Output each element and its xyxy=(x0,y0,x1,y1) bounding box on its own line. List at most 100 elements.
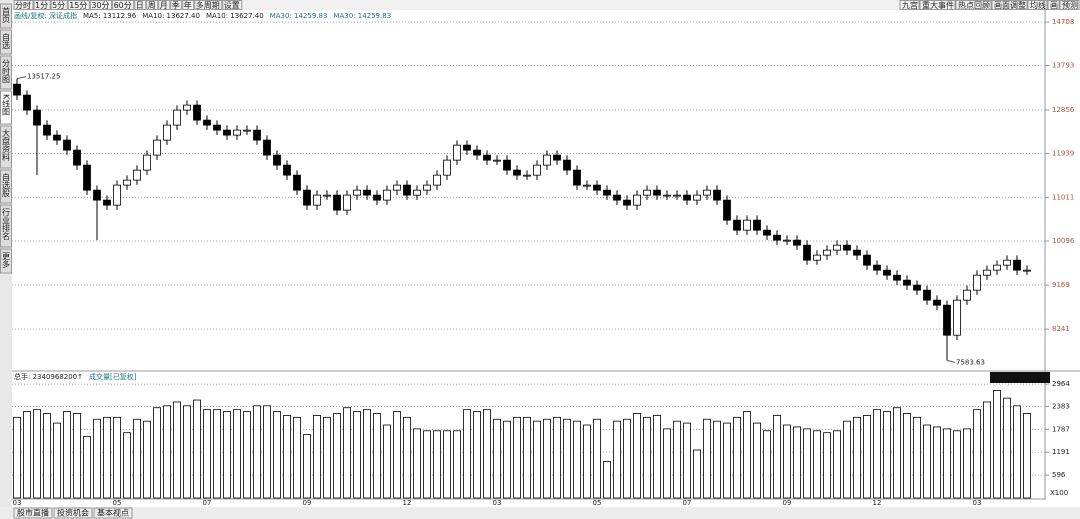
toolbar-button[interactable]: 画面调整 xyxy=(994,0,1026,10)
toolbar-button[interactable]: 分时 xyxy=(15,0,31,10)
volume-bar xyxy=(1013,405,1021,499)
toolbar-button[interactable]: 日 xyxy=(136,1,144,10)
toolbar-button[interactable]: 多周期 xyxy=(196,0,220,10)
toolbar-button-frame xyxy=(112,0,135,10)
toolbar-button[interactable]: 1分 xyxy=(35,1,48,10)
toolbar-button[interactable]: 热点回顾 xyxy=(958,0,990,10)
sidebar-tab xyxy=(0,248,12,274)
sidebar-tab-label[interactable]: 大盘资料 xyxy=(2,128,11,162)
toolbar-button[interactable]: 年 xyxy=(184,0,192,10)
x-tick-label: 03 xyxy=(493,499,502,507)
toolbar-button[interactable]: 60分 xyxy=(114,1,132,10)
volume-bar xyxy=(973,409,981,499)
volume-bar xyxy=(733,416,741,499)
volume-bar xyxy=(173,401,181,499)
toolbar-button[interactable]: 预测 xyxy=(1062,0,1078,10)
volume-selector[interactable] xyxy=(990,372,1050,383)
volume-bar xyxy=(963,428,971,499)
volume-bar xyxy=(593,418,601,499)
toolbar-button[interactable]: 画 xyxy=(1050,1,1058,10)
toolbar-button-frame xyxy=(67,0,90,10)
toolbar-button[interactable]: 均线 xyxy=(1030,0,1046,10)
toolbar-button-frame xyxy=(170,0,183,10)
volume-bar xyxy=(873,409,881,499)
candle-body xyxy=(623,199,631,206)
candle-body xyxy=(443,159,451,176)
volume-bar xyxy=(443,430,451,499)
candle-body xyxy=(53,134,61,141)
volume-bar xyxy=(893,407,901,499)
candle-body xyxy=(403,184,411,196)
sidebar-tab-label[interactable]: 更多 xyxy=(2,252,11,269)
candle-body xyxy=(93,189,101,201)
volume-bar xyxy=(333,413,341,499)
sidebar-tab-label[interactable]: 自选股 xyxy=(2,172,11,198)
candle-body xyxy=(993,264,1001,271)
sidebar-tab-label[interactable]: K线图 xyxy=(2,94,11,116)
sidebar-tab-label[interactable]: 分时图 xyxy=(2,59,11,84)
sidebar-tab-label[interactable]: 首页 xyxy=(2,6,11,24)
toolbar-button[interactable]: 季 xyxy=(172,0,180,10)
x-tick-label: 12 xyxy=(873,499,882,507)
bottom-tab[interactable]: 股市直播 xyxy=(17,508,49,518)
toolbar-button-frame xyxy=(134,0,147,10)
volume-bar xyxy=(103,416,111,499)
volume-bar xyxy=(213,409,221,499)
y-tick-label: 9169 xyxy=(1052,281,1070,289)
candle-body xyxy=(23,94,31,111)
toolbar-button[interactable]: 15分 xyxy=(69,1,87,10)
x-tick-label: 09 xyxy=(303,499,312,507)
volume-bar xyxy=(503,420,511,499)
volume-bar xyxy=(473,411,481,499)
candle-body xyxy=(83,164,91,191)
bottom-tab[interactable]: 投资机会 xyxy=(57,508,89,518)
candle-body xyxy=(873,264,881,271)
volume-bar xyxy=(123,432,131,499)
candle-body xyxy=(883,269,891,276)
toolbar-button[interactable]: 九宫 xyxy=(902,0,918,10)
y-tick-label: 13793 xyxy=(1052,62,1074,70)
toolbar-button-frame xyxy=(146,0,159,10)
toolbar-button[interactable]: 5分 xyxy=(52,1,65,10)
y-tick-label: 10096 xyxy=(1052,237,1075,245)
volume-bar xyxy=(783,424,791,499)
volume-bar xyxy=(43,413,51,499)
sidebar-tab xyxy=(0,3,12,29)
ma-legend: MA10: 13627.40 xyxy=(206,12,264,20)
candle-body xyxy=(393,184,401,191)
volume-bar xyxy=(853,416,861,499)
volume-bar xyxy=(523,416,531,499)
candle-body xyxy=(293,174,301,191)
toolbar-button[interactable]: 周 xyxy=(148,1,156,10)
candle-body xyxy=(753,219,761,231)
volume-bar xyxy=(703,418,711,499)
candle-body xyxy=(763,229,771,236)
toolbar-button[interactable]: 设置 xyxy=(224,0,240,10)
candle-body xyxy=(183,104,191,111)
y-tick-label: 596 xyxy=(1052,471,1066,479)
y-tick-label: 11011 xyxy=(1052,194,1074,202)
volume-bar xyxy=(393,411,401,499)
candle-body xyxy=(723,199,731,221)
candle-body xyxy=(913,284,921,291)
toolbar-button[interactable]: 30分 xyxy=(91,1,109,10)
volume-bar xyxy=(463,409,471,499)
bottom-tab[interactable]: 基本视点 xyxy=(97,508,129,518)
volume-bar xyxy=(223,411,231,499)
sidebar-tab-label[interactable]: 行业排名 xyxy=(2,207,11,241)
y-tick-label: 2383 xyxy=(1052,402,1070,410)
volume-bar xyxy=(913,416,921,499)
toolbar-button[interactable]: 月 xyxy=(160,1,168,10)
y-tick-label: 8241 xyxy=(1052,325,1070,333)
candle-body xyxy=(343,194,351,211)
sidebar-tab-label[interactable]: 自选 xyxy=(2,32,11,50)
toolbar-button[interactable]: 重大事件 xyxy=(922,0,954,10)
volume-bar xyxy=(243,411,251,499)
bottom-tab-frame xyxy=(53,507,93,519)
ma-legend: MA10: 13627.40 xyxy=(142,12,200,20)
volume-bar xyxy=(803,428,811,499)
candle-body xyxy=(323,194,331,197)
volume-bar xyxy=(153,407,161,499)
volume-bar xyxy=(133,418,141,499)
volume-bar xyxy=(983,401,991,499)
